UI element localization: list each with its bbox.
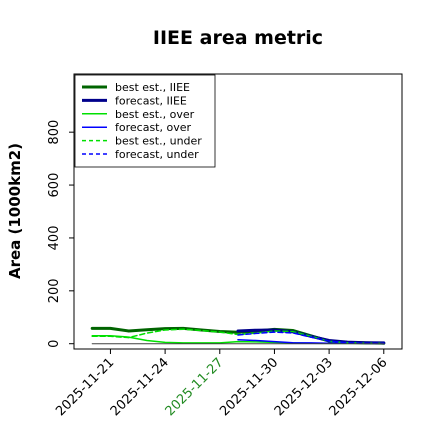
y-tick-label: 800 — [47, 120, 62, 145]
y-tick-label: 200 — [47, 278, 62, 303]
chart-title: IIEE area metric — [153, 27, 323, 49]
y-axis-label: Area (1000km2) — [6, 143, 24, 279]
series-line-6 — [237, 331, 385, 345]
legend-label: best est., under — [115, 135, 202, 148]
y-tick-label: 600 — [47, 173, 62, 198]
y-tick-label: 400 — [47, 226, 62, 251]
legend-label: forecast, over — [115, 121, 191, 134]
legend-label: best est., IIEE — [115, 81, 190, 94]
legend-label: best est., over — [115, 108, 195, 121]
x-tick-label: 2025-12-06 — [327, 355, 391, 419]
legend-box — [74, 74, 216, 168]
plot-area — [90, 326, 386, 345]
plot-frame — [73, 73, 403, 350]
legend-label: forecast, under — [115, 148, 199, 161]
y-tick-label: 0 — [47, 340, 62, 348]
legend-label: forecast, IIEE — [115, 94, 187, 107]
